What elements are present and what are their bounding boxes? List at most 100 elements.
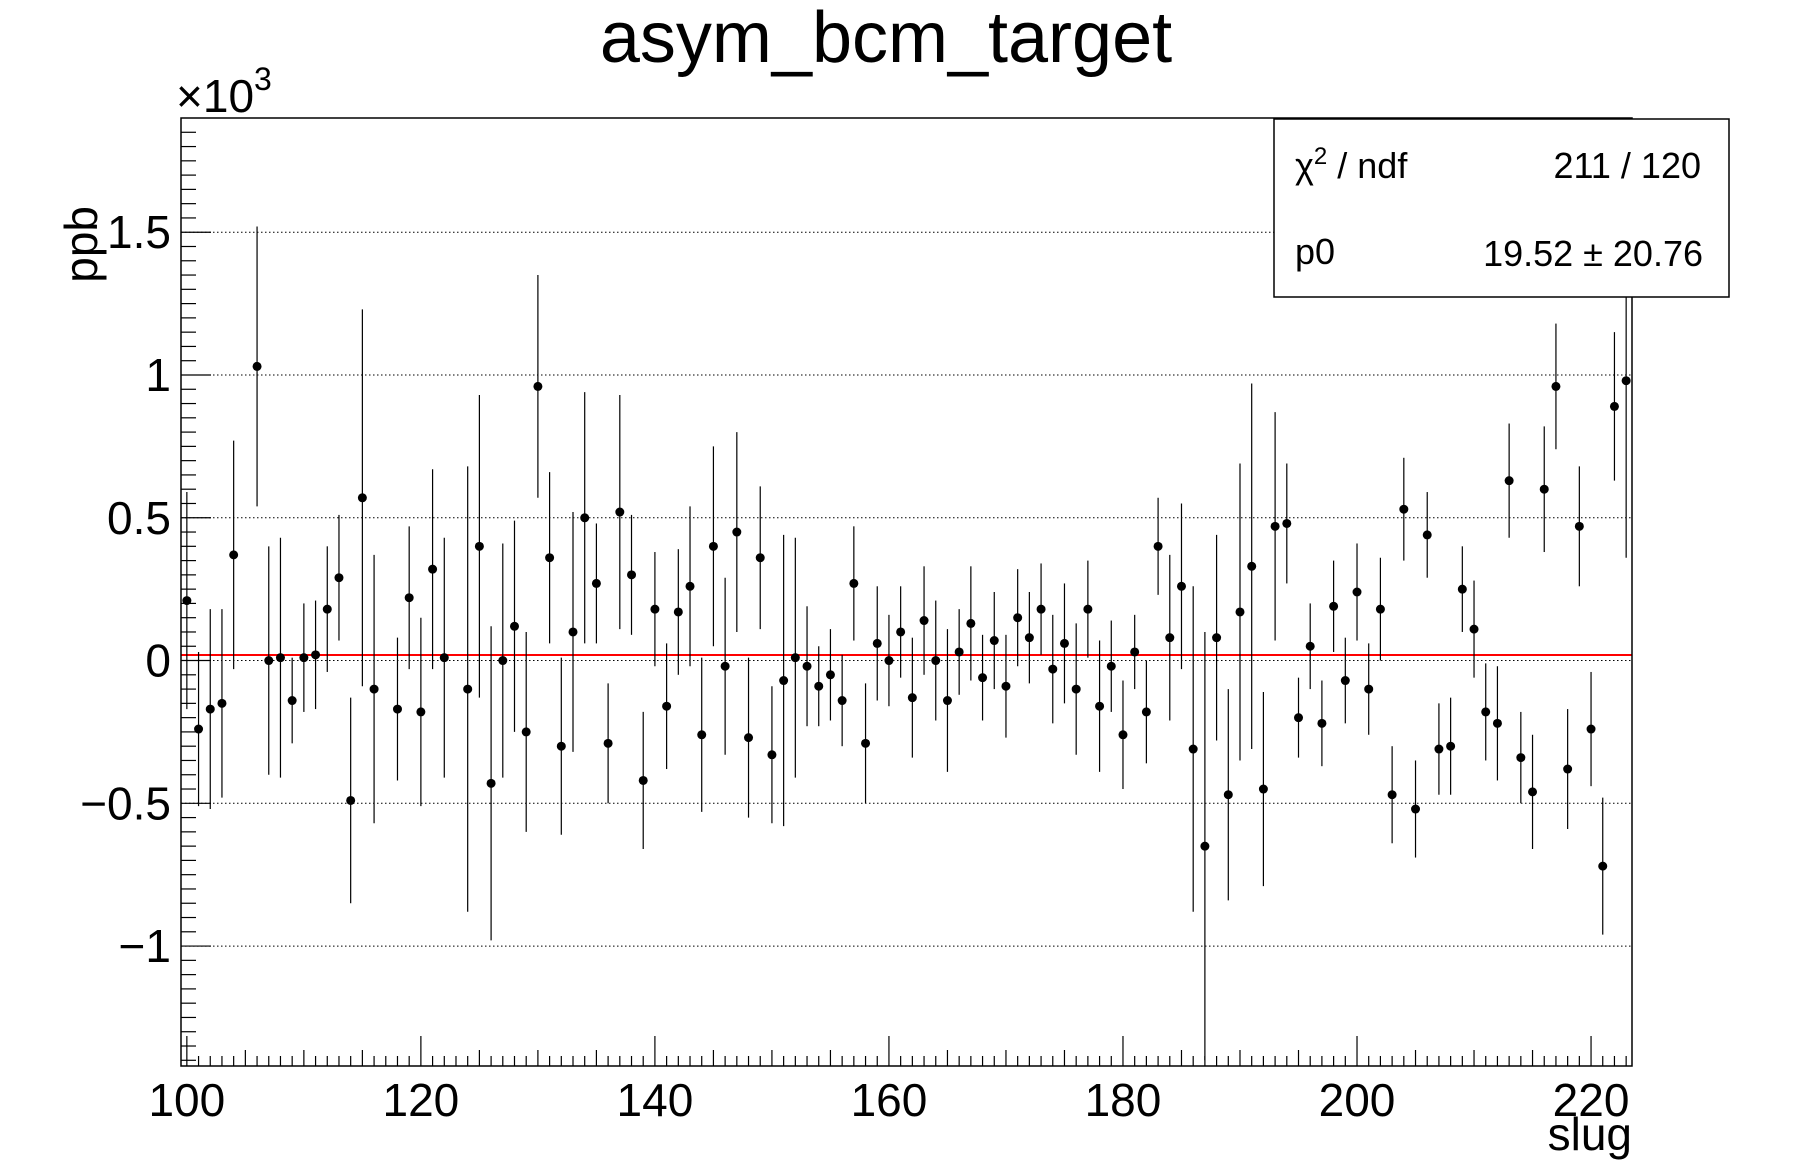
data-point	[1434, 703, 1444, 795]
data-point	[1446, 697, 1456, 795]
data-point	[217, 609, 227, 798]
marker	[334, 573, 344, 583]
marker	[907, 693, 917, 703]
marker	[1270, 521, 1280, 531]
marker	[369, 684, 379, 694]
x-tick-label: 200	[1319, 1074, 1396, 1126]
marker	[1539, 484, 1549, 494]
marker	[252, 361, 262, 371]
marker	[1621, 376, 1631, 386]
data-point	[556, 657, 566, 835]
marker	[685, 581, 695, 591]
data-point	[1176, 503, 1186, 670]
data-point	[767, 686, 777, 824]
marker	[1176, 581, 1186, 591]
marker	[322, 604, 332, 614]
y-tick-label: 1	[145, 349, 171, 401]
marker	[568, 627, 578, 637]
marker	[1294, 713, 1304, 723]
marker	[1059, 638, 1069, 648]
data-point	[346, 697, 356, 904]
marker	[1235, 607, 1245, 617]
y-tick-label: −0.5	[80, 777, 171, 829]
data-point	[287, 657, 297, 744]
data-point	[849, 526, 859, 641]
data-point	[662, 643, 672, 770]
marker	[1106, 661, 1116, 671]
marker	[872, 638, 882, 648]
data-point	[194, 651, 204, 807]
stats-box: χ2 / ndf 211 / 120 p0 19.52 ± 20.76	[1273, 118, 1730, 298]
marker	[404, 593, 414, 603]
data-point	[322, 546, 332, 672]
data-point	[907, 637, 917, 758]
data-point	[486, 626, 496, 941]
data-point	[1071, 623, 1081, 755]
marker	[1586, 724, 1596, 734]
marker	[1200, 841, 1210, 851]
data-point	[299, 603, 309, 712]
marker	[1434, 744, 1444, 754]
marker	[486, 778, 496, 788]
data-point	[1375, 557, 1385, 661]
data-point	[802, 606, 812, 727]
data-point	[1598, 797, 1608, 935]
marker	[755, 553, 765, 563]
data-point	[1235, 463, 1245, 761]
marker	[509, 621, 519, 631]
chart-title: asym_bcm_target	[600, 0, 1172, 78]
stats-chi2-label: χ2 / ndf	[1295, 143, 1408, 186]
data-point	[1106, 620, 1116, 712]
marker	[439, 653, 449, 663]
x-tick-label: 220	[1553, 1074, 1630, 1126]
marker	[954, 647, 964, 657]
data-point	[1024, 592, 1034, 684]
marker	[1574, 521, 1584, 531]
data-point	[627, 514, 637, 635]
marker	[814, 681, 824, 691]
data-point	[825, 629, 835, 721]
marker	[1364, 684, 1374, 694]
data-point	[872, 586, 882, 701]
marker	[1141, 707, 1151, 717]
data-point	[673, 549, 683, 675]
data-point	[1130, 614, 1140, 690]
data-point	[1469, 580, 1479, 678]
x-tick-label: 160	[851, 1074, 928, 1126]
marker	[1387, 790, 1397, 800]
data-points	[182, 203, 1631, 1061]
chi2-exponent: 2	[1314, 143, 1327, 170]
marker	[1469, 624, 1479, 634]
marker	[428, 564, 438, 574]
data-point	[1165, 554, 1175, 721]
data-point	[919, 566, 929, 675]
data-point	[1001, 634, 1011, 738]
data-point	[1586, 671, 1596, 787]
data-point	[1492, 666, 1502, 781]
data-point	[638, 711, 648, 849]
stats-chi2-value: 211 / 120	[1554, 145, 1701, 186]
marker	[1446, 741, 1456, 751]
marker	[416, 707, 426, 717]
data-point	[1387, 746, 1397, 844]
data-point	[1609, 332, 1619, 481]
marker	[1282, 518, 1292, 528]
marker	[182, 596, 192, 606]
data-point	[1329, 560, 1339, 652]
marker	[1188, 744, 1198, 754]
marker	[662, 701, 672, 711]
marker	[1375, 604, 1385, 614]
data-point	[1305, 603, 1315, 690]
y-multiplier-exponent: 3	[254, 61, 272, 97]
data-point	[1141, 660, 1151, 764]
marker	[1130, 647, 1140, 657]
data-point	[252, 226, 262, 507]
data-point	[568, 512, 578, 752]
chi2-symbol: χ	[1295, 145, 1314, 186]
marker	[545, 553, 555, 563]
data-point	[404, 526, 414, 670]
data-point	[439, 537, 449, 778]
data-point	[591, 523, 601, 644]
data-point	[463, 466, 473, 912]
data-point	[720, 577, 730, 755]
